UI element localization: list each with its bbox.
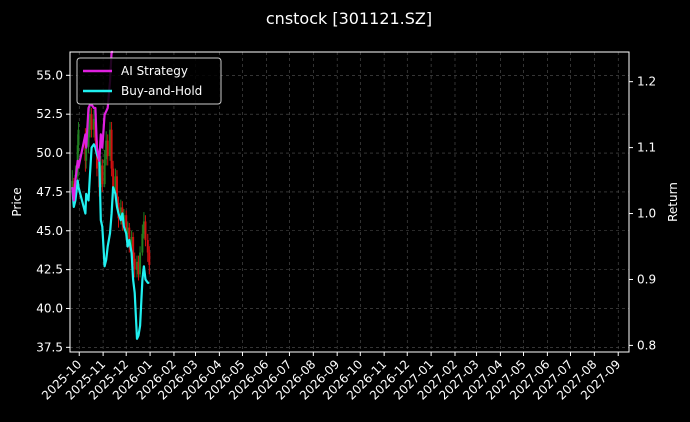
chart-title: cnstock [301121.SZ] (266, 9, 432, 28)
candle-body (133, 258, 136, 270)
right-tick-label: 1.2 (637, 75, 656, 89)
candle-body (144, 221, 147, 241)
right-axis-ticks: 0.8 0.9 1.0 1.1 1.2 (629, 75, 656, 352)
candle-body (128, 227, 131, 247)
series-lines (71, 50, 150, 340)
candle-body (92, 118, 95, 130)
candle-body (103, 159, 106, 185)
candle-body (135, 261, 138, 270)
candle-body (146, 240, 149, 253)
left-tick-label: 52.5 (36, 107, 63, 121)
candle-body (132, 236, 135, 259)
series-line-buy-and-hold (71, 143, 150, 340)
candle-body (125, 215, 128, 234)
right-tick-label: 1.1 (637, 141, 656, 155)
candle-body (119, 207, 122, 219)
right-tick-label: 0.9 (637, 272, 656, 286)
left-axis-ticks: 37.5 40.0 42.5 45.0 47.5 50.0 52.5 55.0 (36, 68, 70, 354)
legend: AI Strategy Buy-and-Hold (76, 57, 222, 105)
left-tick-label: 45.0 (36, 224, 63, 238)
legend-label-buy-and-hold: Buy-and-Hold (121, 84, 202, 98)
candle-body (71, 181, 74, 192)
candle-body (87, 125, 90, 147)
left-tick-label: 42.5 (36, 263, 63, 277)
candle-body (137, 261, 140, 275)
candle-body (126, 227, 129, 234)
candle-body (109, 129, 112, 157)
candle-body (105, 140, 108, 160)
candle-body (85, 146, 88, 161)
candle-body (110, 129, 113, 169)
candle-body (141, 233, 144, 253)
candle-body (89, 114, 92, 130)
candle-body (106, 140, 109, 157)
legend-box (76, 57, 222, 105)
left-tick-label: 37.5 (36, 340, 63, 354)
candle-body (130, 236, 133, 247)
series-line-ai-strategy (71, 50, 114, 202)
candle-body (77, 129, 80, 146)
left-tick-label: 55.0 (36, 68, 63, 82)
candle-body (115, 176, 118, 203)
candle-body (90, 114, 93, 130)
candle-body (142, 221, 145, 234)
left-tick-label: 47.5 (36, 185, 63, 199)
left-axis-label: Price (10, 187, 24, 216)
left-tick-label: 40.0 (36, 301, 63, 315)
candle-body (148, 252, 151, 265)
legend-label-ai-strategy: AI Strategy (121, 64, 188, 78)
right-axis-label: Return (666, 182, 680, 222)
candle-body (139, 252, 142, 275)
plot-frame (69, 51, 630, 353)
candle-body (112, 168, 115, 192)
left-tick-label: 50.0 (36, 146, 63, 160)
candle-body (101, 165, 104, 185)
candle-body (99, 165, 102, 188)
candle-body (114, 176, 117, 192)
right-tick-label: 0.8 (637, 338, 656, 352)
right-tick-label: 1.0 (637, 207, 656, 221)
